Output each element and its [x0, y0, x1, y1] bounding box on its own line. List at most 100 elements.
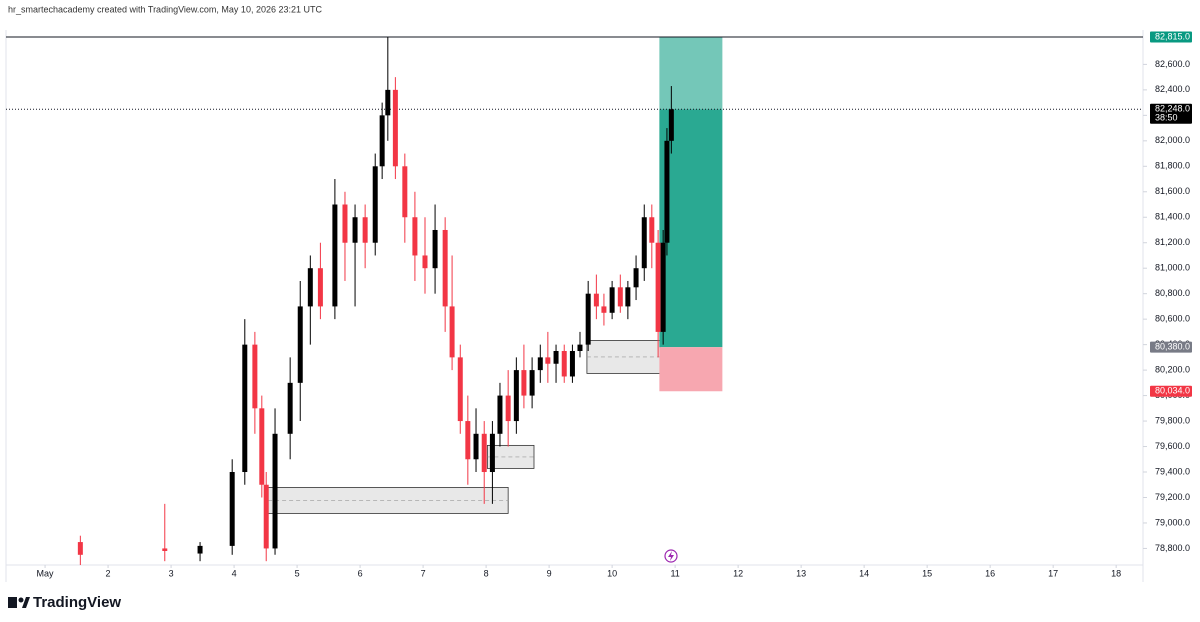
stop-zone — [659, 347, 723, 392]
candle — [537, 344, 543, 383]
candle — [392, 77, 398, 180]
candle — [197, 542, 203, 562]
x-tick-label: 4 — [232, 568, 237, 578]
candle — [660, 229, 666, 345]
candle-body — [577, 344, 583, 351]
candle-body — [432, 229, 438, 269]
candle-body — [412, 217, 418, 256]
y-tick-label: 81,800.0 — [1155, 161, 1190, 171]
candle-body — [229, 472, 235, 546]
x-tick-label: 17 — [1048, 568, 1058, 578]
candle — [449, 255, 455, 371]
candle — [457, 344, 463, 434]
candle — [601, 293, 607, 326]
x-tick-label: 13 — [796, 568, 806, 578]
candle-body — [362, 217, 368, 243]
candle — [545, 331, 551, 383]
candle-body — [553, 351, 559, 364]
candle — [162, 503, 168, 562]
candle-body — [537, 357, 543, 371]
candle-body — [259, 408, 265, 485]
target-zone-upper — [659, 37, 723, 110]
candle-body — [442, 229, 448, 307]
x-tick-label: 16 — [985, 568, 995, 578]
y-tick-label: 80,200.0 — [1155, 364, 1190, 374]
candle-body — [649, 217, 655, 243]
candle — [655, 229, 661, 358]
candle — [489, 421, 495, 504]
candle — [317, 242, 323, 320]
candle-body — [497, 395, 503, 434]
candle — [641, 204, 647, 281]
x-tick-label: 10 — [607, 568, 617, 578]
candle — [362, 204, 368, 269]
candle-body — [392, 89, 398, 167]
candle-body — [317, 268, 323, 307]
candle-body — [633, 268, 639, 288]
x-tick-label: May — [37, 568, 55, 578]
logo-text: TradingView — [33, 594, 121, 611]
x-tick-label: 7 — [421, 568, 426, 578]
y-tick-label: 80,800.0 — [1155, 288, 1190, 298]
candle-body — [585, 293, 591, 345]
candle-body — [385, 89, 391, 116]
candle-body — [307, 268, 313, 307]
candle-body — [569, 351, 575, 377]
candle — [664, 128, 670, 256]
candle — [259, 395, 265, 498]
logo-icon — [18, 597, 24, 603]
y-tick-label: 81,400.0 — [1155, 212, 1190, 222]
event-icon — [664, 549, 678, 563]
candle — [473, 408, 479, 473]
candle-body — [197, 545, 203, 554]
candle-body — [529, 370, 535, 396]
candle — [465, 395, 471, 485]
candle — [505, 370, 511, 447]
candle — [307, 255, 313, 345]
candle — [569, 344, 575, 383]
price-label-bg — [1150, 103, 1192, 124]
candle — [649, 204, 655, 269]
logo-icon — [8, 597, 17, 608]
candle-body — [297, 306, 303, 383]
candle — [481, 421, 487, 504]
candle-body — [481, 433, 487, 473]
candle — [263, 472, 269, 562]
candle — [422, 217, 428, 294]
candle — [633, 255, 639, 301]
price-label-bg — [1150, 385, 1192, 397]
x-tick-label: 3 — [169, 568, 174, 578]
candle-body — [263, 484, 269, 549]
candle — [272, 408, 278, 555]
y-tick-label: 79,800.0 — [1155, 415, 1190, 425]
header: hr_smartechacademy created with TradingV… — [8, 4, 322, 14]
candle-body — [449, 306, 455, 358]
countdown: 38:50 — [1155, 113, 1178, 123]
y-tick-label: 80,600.0 — [1155, 314, 1190, 324]
candle-body — [513, 370, 519, 422]
logo: TradingView — [8, 594, 121, 611]
candle-body — [545, 357, 551, 364]
candle — [561, 344, 567, 383]
candle — [242, 319, 248, 485]
candle — [521, 344, 527, 409]
x-tick-label: 15 — [922, 568, 932, 578]
candle-body — [521, 370, 527, 396]
x-tick-label: 14 — [859, 568, 869, 578]
candle — [287, 357, 293, 460]
event-icon — [664, 549, 678, 563]
price-label: 82,248.0 — [1155, 104, 1190, 114]
price-label: 80,380.0 — [1155, 342, 1190, 352]
candle-body — [272, 433, 278, 549]
price-label: 82,815.0 — [1155, 31, 1190, 41]
candle — [442, 217, 448, 332]
y-tick-label: 81,600.0 — [1155, 186, 1190, 196]
candle — [625, 280, 631, 320]
candle — [593, 274, 599, 320]
x-tick-label: 8 — [484, 568, 489, 578]
candle — [412, 191, 418, 281]
candle — [577, 331, 583, 358]
candle — [385, 37, 391, 141]
